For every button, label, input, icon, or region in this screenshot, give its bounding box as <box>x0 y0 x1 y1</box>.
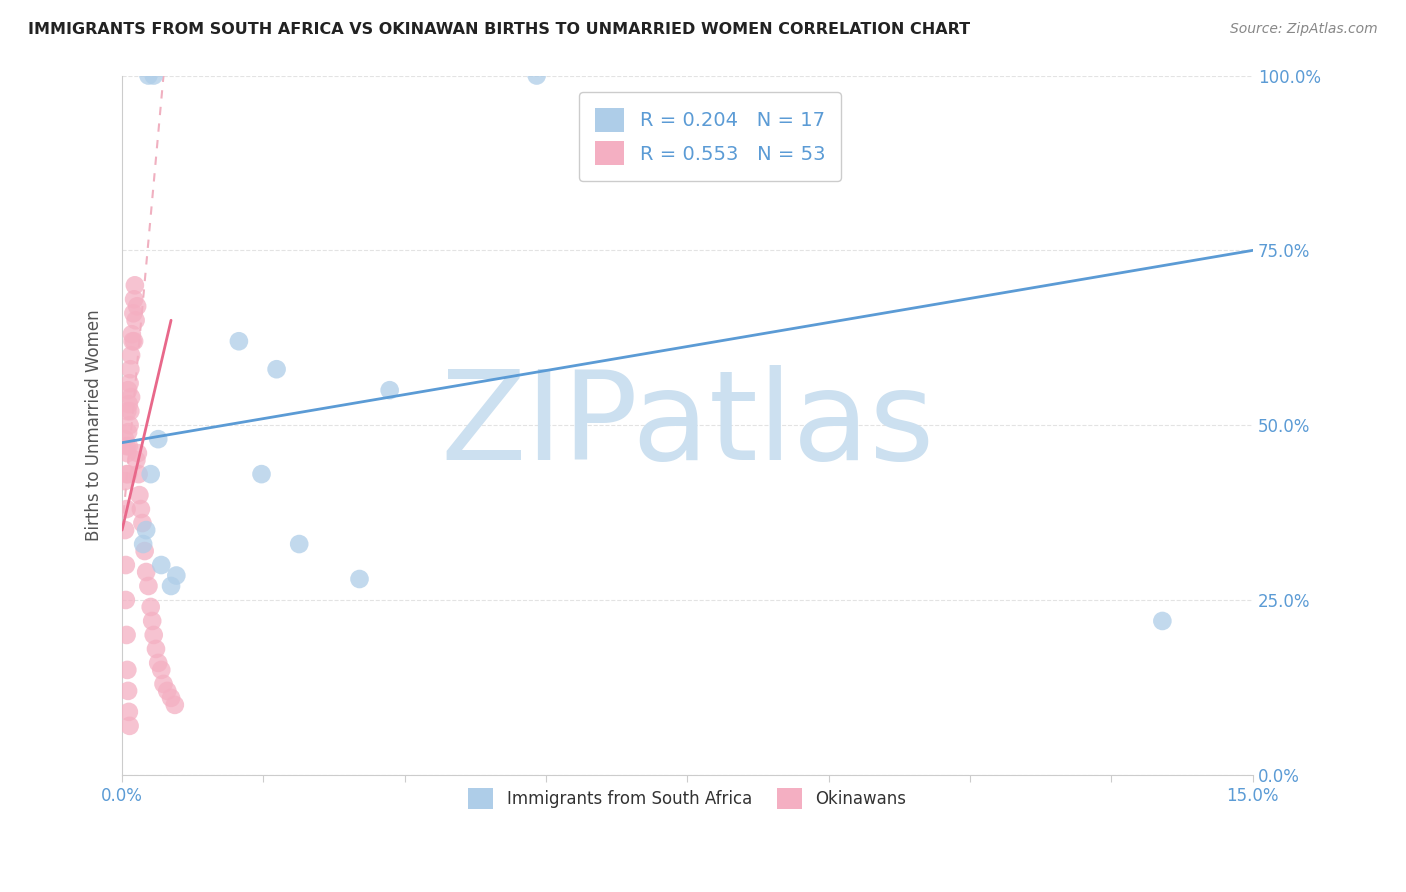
Point <box>156 684 179 698</box>
Text: IMMIGRANTS FROM SOUTH AFRICA VS OKINAWAN BIRTHS TO UNMARRIED WOMEN CORRELATION C: IMMIGRANTS FROM SOUTH AFRICA VS OKINAWAN… <box>28 22 970 37</box>
Point <box>118 418 141 433</box>
Point <box>115 502 138 516</box>
Point <box>122 293 145 307</box>
Point <box>124 278 146 293</box>
Point <box>526 69 548 83</box>
Point <box>125 453 148 467</box>
Point <box>228 334 250 349</box>
Point <box>120 404 142 418</box>
Point <box>138 69 160 83</box>
Point <box>117 404 139 418</box>
Point <box>122 334 145 349</box>
Point <box>142 69 165 83</box>
Point <box>152 677 174 691</box>
Point <box>349 572 371 586</box>
Point <box>114 523 136 537</box>
Legend: Immigrants from South Africa, Okinawans: Immigrants from South Africa, Okinawans <box>461 781 912 815</box>
Point <box>117 467 139 482</box>
Point <box>250 467 273 482</box>
Point <box>114 474 136 488</box>
Point <box>131 516 153 530</box>
Point <box>117 663 139 677</box>
Point <box>150 663 173 677</box>
Point <box>165 568 187 582</box>
Point <box>115 439 138 453</box>
Point <box>135 523 157 537</box>
Point <box>121 334 143 349</box>
Point <box>160 690 183 705</box>
Point <box>120 348 142 362</box>
Point <box>160 579 183 593</box>
Point <box>118 719 141 733</box>
Point <box>134 544 156 558</box>
Point <box>127 446 149 460</box>
Point <box>129 502 152 516</box>
Point <box>121 327 143 342</box>
Point <box>117 383 139 397</box>
Point <box>150 558 173 572</box>
Point <box>117 684 139 698</box>
Y-axis label: Births to Unmarried Women: Births to Unmarried Women <box>86 310 103 541</box>
Point <box>120 390 142 404</box>
Point <box>288 537 311 551</box>
Point <box>139 599 162 614</box>
Point <box>118 397 141 411</box>
Point <box>114 432 136 446</box>
Point <box>120 362 142 376</box>
Point <box>114 593 136 607</box>
Point <box>139 467 162 482</box>
Point <box>114 558 136 572</box>
Point <box>135 565 157 579</box>
Point <box>132 537 155 551</box>
Point <box>128 488 150 502</box>
Point <box>118 439 141 453</box>
Text: ZIPatlas: ZIPatlas <box>440 365 935 485</box>
Point <box>117 425 139 439</box>
Point <box>118 376 141 391</box>
Point <box>115 467 138 482</box>
Point <box>378 383 401 397</box>
Point <box>142 628 165 642</box>
Text: Source: ZipAtlas.com: Source: ZipAtlas.com <box>1230 22 1378 37</box>
Point <box>122 306 145 320</box>
Point <box>138 579 160 593</box>
Point <box>163 698 186 712</box>
Point <box>266 362 288 376</box>
Point <box>115 628 138 642</box>
Point <box>118 705 141 719</box>
Point <box>148 432 170 446</box>
Point <box>128 467 150 482</box>
Point <box>124 313 146 327</box>
Point <box>1152 614 1174 628</box>
Point <box>148 656 170 670</box>
Point <box>117 446 139 460</box>
Point <box>127 299 149 313</box>
Point <box>145 642 167 657</box>
Point <box>141 614 163 628</box>
